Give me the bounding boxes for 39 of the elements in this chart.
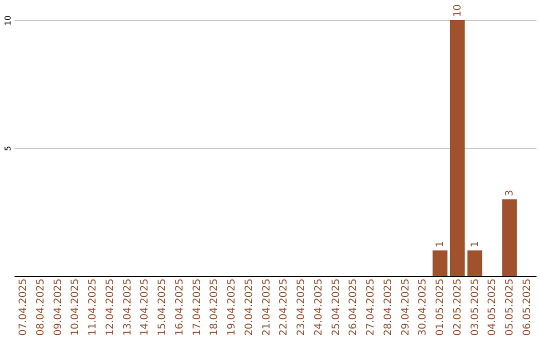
x-tick-label: 05.05.2025 — [504, 278, 516, 336]
x-tick-label: 18.04.2025 — [209, 278, 220, 336]
data-label: 3 — [504, 190, 516, 196]
bar — [432, 250, 448, 276]
bar — [450, 20, 465, 276]
x-tick-label: 12.04.2025 — [104, 278, 116, 336]
bar — [467, 250, 482, 276]
x-tick-label: 14.04.2025 — [140, 278, 151, 336]
x-tick-label: 21.04.2025 — [261, 278, 272, 336]
x-tick-label: 19.04.2025 — [226, 278, 238, 336]
x-tick-label: 26.04.2025 — [348, 278, 360, 336]
x-tick-label: 16.04.2025 — [174, 278, 186, 336]
x-tick-label: 03.05.2025 — [470, 278, 481, 336]
x-tick-label: 08.04.2025 — [35, 278, 46, 336]
x-tick-label: 23.04.2025 — [296, 278, 308, 336]
x-tick-label: 20.04.2025 — [244, 278, 255, 336]
x-tick-label: 25.04.2025 — [330, 278, 342, 336]
x-tick-label: 02.05.2025 — [452, 278, 464, 336]
x-tick-label: 09.04.2025 — [52, 278, 64, 336]
x-tick-label: 27.04.2025 — [366, 278, 377, 336]
x-tick-label: 17.04.2025 — [192, 278, 203, 336]
x-tick-label: 10.04.2025 — [70, 278, 82, 336]
x-tick-label: 29.04.2025 — [400, 278, 412, 336]
x-tick-label: 24.04.2025 — [313, 278, 324, 336]
x-tick-label: 11.04.2025 — [88, 278, 99, 336]
x-tick-label: 30.04.2025 — [418, 278, 429, 336]
x-tick-label: 07.04.2025 — [18, 278, 30, 336]
x-tick-label: 06.05.2025 — [522, 278, 533, 336]
x-tick-label: 01.05.2025 — [435, 278, 446, 336]
bar — [502, 199, 517, 276]
data-label: 10 — [452, 4, 464, 17]
y-tick-label: 5 — [4, 146, 12, 152]
data-label: 1 — [470, 241, 481, 248]
x-tick-label: 04.05.2025 — [487, 278, 498, 336]
x-tick-label: 28.04.2025 — [382, 278, 394, 336]
data-label: 1 — [435, 241, 446, 248]
x-tick-label: 22.04.2025 — [278, 278, 290, 336]
x-tick-label: 15.04.2025 — [157, 278, 168, 336]
x-tick-label: 13.04.2025 — [122, 278, 134, 336]
